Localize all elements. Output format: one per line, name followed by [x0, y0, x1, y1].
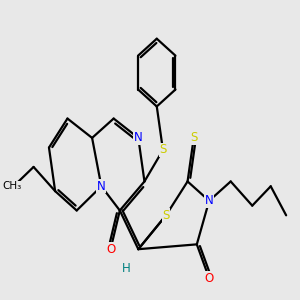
- Text: S: S: [159, 143, 167, 157]
- Text: S: S: [190, 131, 197, 144]
- Text: N: N: [97, 180, 106, 193]
- Text: N: N: [205, 194, 214, 207]
- Text: S: S: [162, 209, 170, 222]
- Text: O: O: [106, 243, 115, 256]
- Text: O: O: [205, 272, 214, 285]
- Text: H: H: [122, 262, 130, 275]
- Text: CH₃: CH₃: [2, 181, 22, 191]
- Text: N: N: [134, 131, 143, 144]
